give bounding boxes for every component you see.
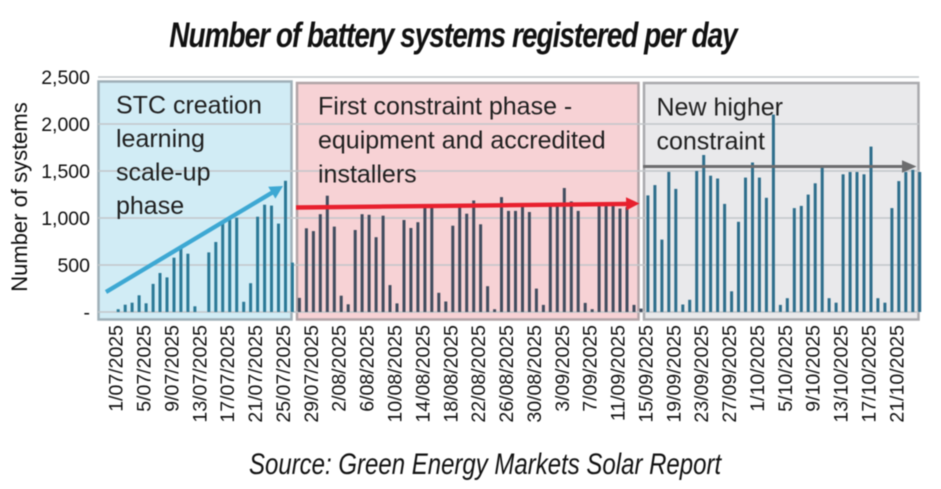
svg-text:17/07/2025: 17/07/2025 bbox=[217, 325, 239, 423]
svg-text:Number of battery systems regi: Number of battery systems registered per… bbox=[169, 15, 739, 55]
svg-text:scale-up: scale-up bbox=[116, 159, 211, 187]
svg-text:1/07/2025: 1/07/2025 bbox=[106, 325, 128, 412]
svg-text:14/08/2025: 14/08/2025 bbox=[412, 325, 434, 423]
svg-text:500: 500 bbox=[57, 255, 90, 277]
svg-text:6/08/2025: 6/08/2025 bbox=[357, 325, 379, 412]
svg-text:equipment and accredited: equipment and accredited bbox=[318, 127, 606, 155]
svg-text:22/08/2025: 22/08/2025 bbox=[468, 325, 490, 423]
svg-text:phase: phase bbox=[116, 192, 184, 220]
svg-text:25/07/2025: 25/07/2025 bbox=[273, 325, 295, 423]
svg-text:21/10/2025: 21/10/2025 bbox=[886, 325, 908, 423]
svg-text:21/07/2025: 21/07/2025 bbox=[245, 325, 267, 423]
svg-text:1,500: 1,500 bbox=[41, 161, 90, 183]
svg-text:STC creation: STC creation bbox=[116, 92, 262, 120]
svg-text:2,500: 2,500 bbox=[41, 67, 90, 89]
svg-text:New higher: New higher bbox=[657, 94, 783, 122]
svg-text:23/09/2025: 23/09/2025 bbox=[691, 325, 713, 423]
svg-text:-: - bbox=[84, 302, 91, 324]
svg-text:Source: Green Energy Markets S: Source: Green Energy Markets Solar Repor… bbox=[249, 448, 723, 481]
svg-text:constraint: constraint bbox=[657, 128, 765, 156]
svg-text:9/10/2025: 9/10/2025 bbox=[803, 325, 825, 412]
svg-text:2/08/2025: 2/08/2025 bbox=[329, 325, 351, 412]
svg-text:30/08/2025: 30/08/2025 bbox=[524, 325, 546, 423]
svg-text:17/10/2025: 17/10/2025 bbox=[859, 325, 881, 423]
svg-text:3/09/2025: 3/09/2025 bbox=[552, 325, 574, 412]
svg-text:First constraint phase -: First constraint phase - bbox=[318, 93, 572, 121]
svg-text:13/10/2025: 13/10/2025 bbox=[831, 325, 853, 423]
svg-text:19/09/2025: 19/09/2025 bbox=[663, 325, 685, 423]
svg-text:installers: installers bbox=[318, 161, 417, 189]
svg-text:13/07/2025: 13/07/2025 bbox=[189, 325, 211, 423]
svg-text:Number of systems: Number of systems bbox=[7, 102, 32, 292]
svg-text:7/09/2025: 7/09/2025 bbox=[580, 325, 602, 412]
svg-text:29/07/2025: 29/07/2025 bbox=[301, 325, 323, 423]
svg-text:1,000: 1,000 bbox=[41, 208, 90, 230]
svg-text:26/08/2025: 26/08/2025 bbox=[496, 325, 518, 423]
svg-text:learning: learning bbox=[116, 125, 205, 153]
svg-text:5/10/2025: 5/10/2025 bbox=[775, 325, 797, 412]
svg-text:11/09/2025: 11/09/2025 bbox=[608, 325, 630, 421]
svg-text:15/09/2025: 15/09/2025 bbox=[635, 325, 657, 423]
svg-text:10/08/2025: 10/08/2025 bbox=[385, 325, 407, 423]
svg-text:9/07/2025: 9/07/2025 bbox=[162, 325, 184, 412]
svg-text:2,000: 2,000 bbox=[41, 114, 90, 136]
svg-text:5/07/2025: 5/07/2025 bbox=[134, 325, 156, 412]
svg-text:27/09/2025: 27/09/2025 bbox=[719, 325, 741, 423]
svg-text:18/08/2025: 18/08/2025 bbox=[440, 325, 462, 423]
svg-text:1/10/2025: 1/10/2025 bbox=[747, 325, 769, 412]
